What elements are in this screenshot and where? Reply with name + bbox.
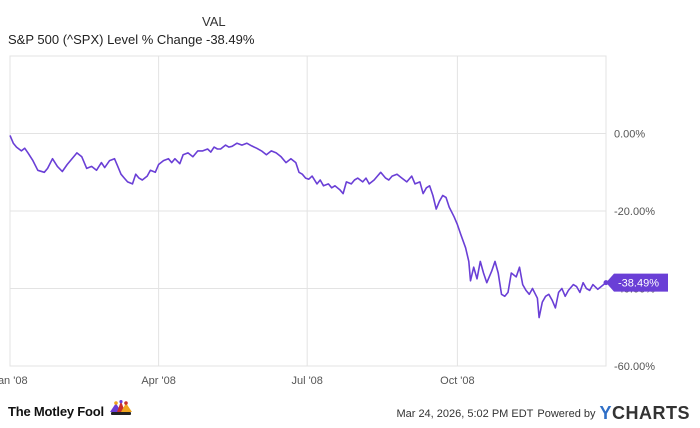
- footer-attribution: Mar 24, 2026, 5:02 PM EDT Powered by YCH…: [396, 403, 690, 424]
- ycharts-wordmark: CHARTS: [612, 403, 690, 423]
- x-tick-label: Jan '08: [0, 375, 28, 387]
- y-tick-label: 0.00%: [614, 129, 645, 141]
- legend-series-name: S&P 500 (^SPX) Level % Change: [8, 32, 203, 47]
- legend-column-header: VAL: [202, 14, 226, 29]
- x-tick-label: Oct '08: [440, 375, 475, 387]
- x-tick-label: Apr '08: [141, 375, 176, 387]
- motley-fool-brand: The Motley Fool: [8, 400, 134, 422]
- series-line: [9, 135, 607, 319]
- legend-series-value: -38.49%: [206, 32, 255, 47]
- ycharts-mark: Y: [599, 403, 612, 423]
- powered-by-label: Powered by: [537, 407, 596, 420]
- jester-hat-icon: [109, 400, 132, 415]
- timestamp: Mar 24, 2026, 5:02 PM EDT: [396, 407, 534, 420]
- end-value-badge: [606, 273, 668, 292]
- x-tick-label: Jul '08: [291, 375, 322, 387]
- y-tick-label: -60.00%: [614, 361, 655, 373]
- end-value-label: -38.49%: [618, 278, 659, 290]
- ycharts-logo: YCHARTS: [599, 403, 690, 424]
- y-tick-label: -20.00%: [614, 206, 655, 218]
- motley-fool-text: The Motley Fool: [8, 403, 104, 419]
